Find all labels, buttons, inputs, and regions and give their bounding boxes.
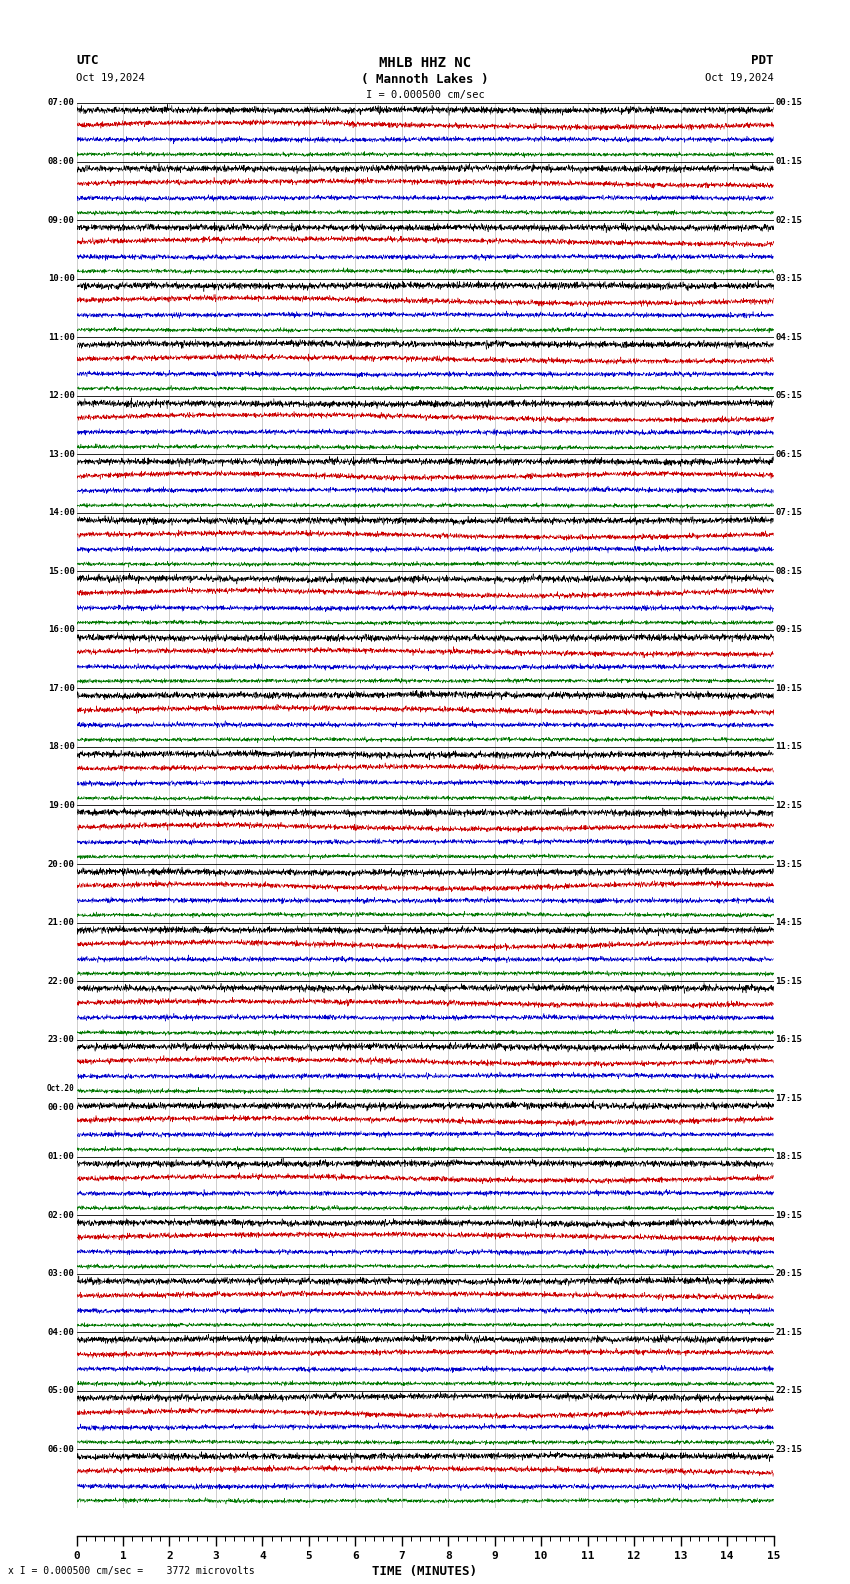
Text: 15:00: 15:00 <box>48 567 75 577</box>
Text: 20:15: 20:15 <box>775 1269 802 1278</box>
Text: 00:00: 00:00 <box>48 1102 75 1112</box>
Text: 23:15: 23:15 <box>775 1445 802 1454</box>
Text: 12:15: 12:15 <box>775 802 802 809</box>
Text: 18:15: 18:15 <box>775 1152 802 1161</box>
Text: 21:00: 21:00 <box>48 919 75 927</box>
Text: 04:00: 04:00 <box>48 1327 75 1337</box>
Text: 01:15: 01:15 <box>775 157 802 166</box>
Text: 17:00: 17:00 <box>48 684 75 692</box>
Text: 03:00: 03:00 <box>48 1269 75 1278</box>
Text: 13:15: 13:15 <box>775 860 802 868</box>
Text: 00:15: 00:15 <box>775 98 802 108</box>
Text: 17:15: 17:15 <box>775 1093 802 1102</box>
Text: 05:00: 05:00 <box>48 1386 75 1396</box>
Text: 11:00: 11:00 <box>48 333 75 342</box>
Text: Oct.20: Oct.20 <box>47 1085 75 1093</box>
Text: 06:00: 06:00 <box>48 1445 75 1454</box>
Text: ( Mannoth Lakes ): ( Mannoth Lakes ) <box>361 73 489 86</box>
Text: UTC: UTC <box>76 54 99 67</box>
X-axis label: TIME (MINUTES): TIME (MINUTES) <box>372 1565 478 1578</box>
Text: 10:15: 10:15 <box>775 684 802 692</box>
Text: 02:00: 02:00 <box>48 1210 75 1220</box>
Text: MHLB HHZ NC: MHLB HHZ NC <box>379 57 471 70</box>
Text: 02:15: 02:15 <box>775 215 802 225</box>
Text: 07:00: 07:00 <box>48 98 75 108</box>
Text: 09:00: 09:00 <box>48 215 75 225</box>
Text: 04:15: 04:15 <box>775 333 802 342</box>
Text: 13:00: 13:00 <box>48 450 75 459</box>
Text: Oct 19,2024: Oct 19,2024 <box>705 73 774 82</box>
Text: x I = 0.000500 cm/sec =    3772 microvolts: x I = 0.000500 cm/sec = 3772 microvolts <box>8 1567 255 1576</box>
Text: 15:15: 15:15 <box>775 977 802 985</box>
Text: 19:00: 19:00 <box>48 802 75 809</box>
Text: 08:00: 08:00 <box>48 157 75 166</box>
Text: 23:00: 23:00 <box>48 1034 75 1044</box>
Text: 06:15: 06:15 <box>775 450 802 459</box>
Text: Oct 19,2024: Oct 19,2024 <box>76 73 145 82</box>
Text: 19:15: 19:15 <box>775 1210 802 1220</box>
Text: 11:15: 11:15 <box>775 743 802 751</box>
Text: 01:00: 01:00 <box>48 1152 75 1161</box>
Text: 16:15: 16:15 <box>775 1034 802 1044</box>
Text: 07:15: 07:15 <box>775 508 802 518</box>
Text: 12:00: 12:00 <box>48 391 75 401</box>
Text: 21:15: 21:15 <box>775 1327 802 1337</box>
Text: 22:00: 22:00 <box>48 977 75 985</box>
Text: 09:15: 09:15 <box>775 626 802 634</box>
Text: 20:00: 20:00 <box>48 860 75 868</box>
Text: 05:15: 05:15 <box>775 391 802 401</box>
Text: 08:15: 08:15 <box>775 567 802 577</box>
Text: 18:00: 18:00 <box>48 743 75 751</box>
Text: I = 0.000500 cm/sec: I = 0.000500 cm/sec <box>366 90 484 100</box>
Text: PDT: PDT <box>751 54 774 67</box>
Text: 16:00: 16:00 <box>48 626 75 634</box>
Text: 14:15: 14:15 <box>775 919 802 927</box>
Text: 03:15: 03:15 <box>775 274 802 284</box>
Text: 10:00: 10:00 <box>48 274 75 284</box>
Text: 14:00: 14:00 <box>48 508 75 518</box>
Text: 22:15: 22:15 <box>775 1386 802 1396</box>
